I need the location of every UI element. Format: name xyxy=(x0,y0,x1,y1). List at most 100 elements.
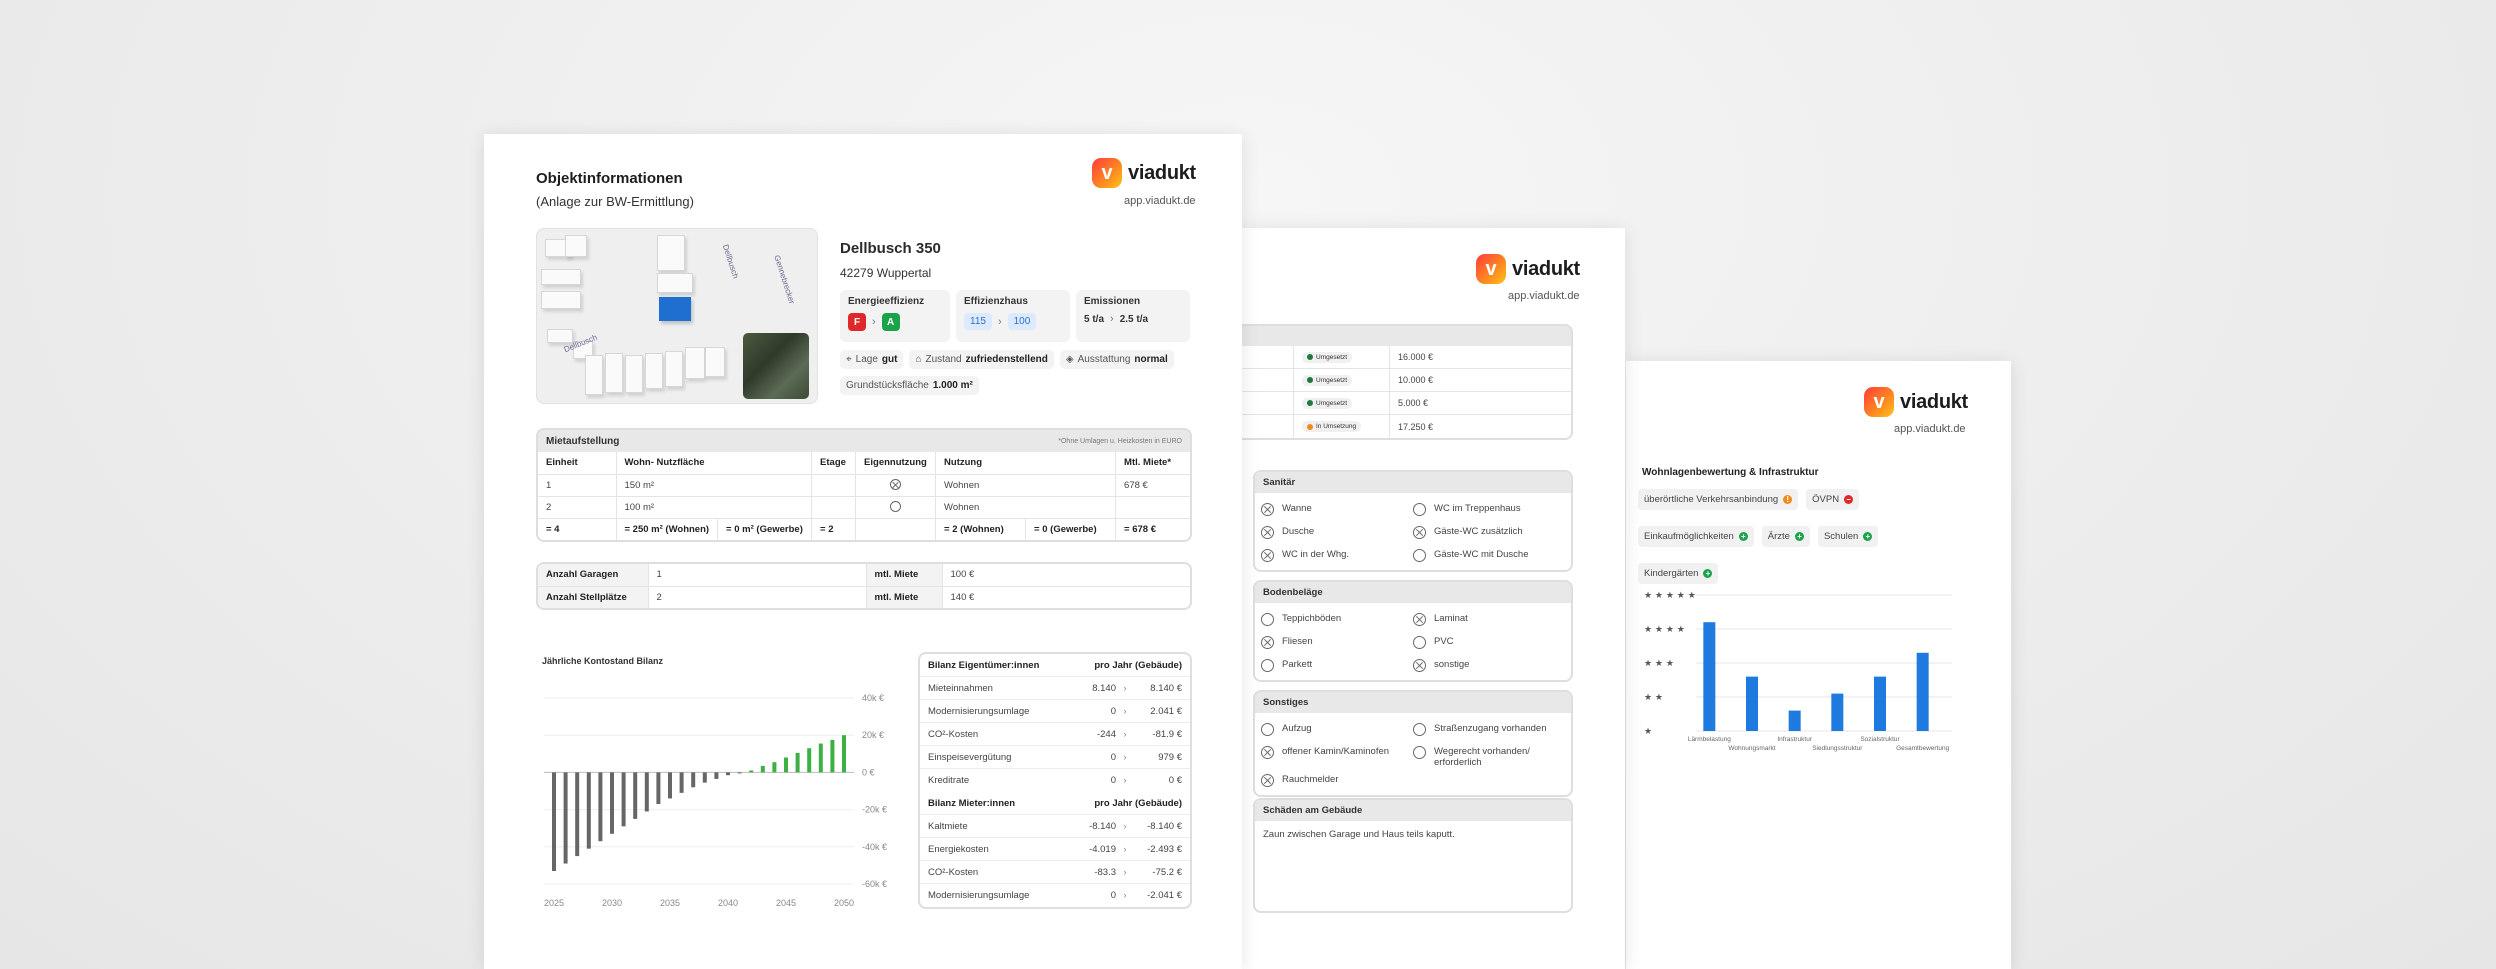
bilanz-value-before: 0 xyxy=(1110,775,1116,786)
energy-class-from: F xyxy=(848,313,866,331)
emission-to: 2.5 t/a xyxy=(1119,313,1149,325)
bar-2025 xyxy=(552,772,556,871)
chevron-right-icon: › xyxy=(1123,682,1127,694)
bilanz-value-after: -2.493 € xyxy=(1147,843,1182,855)
layers-icon: ◈ xyxy=(1065,354,1074,365)
checkbox-option[interactable]: Teppichböden xyxy=(1261,607,1413,630)
x-tick-label: 2045 xyxy=(776,898,796,908)
logo-url: app.viadukt.de xyxy=(1124,195,1196,207)
bar-2029 xyxy=(598,772,603,842)
y-tick-label: 0 € xyxy=(862,767,875,777)
chevron-right-icon: › xyxy=(1123,843,1127,855)
effizienzhaus-to: 100 xyxy=(1007,313,1037,330)
option-label: Aufzug xyxy=(1282,723,1312,734)
bar-2026 xyxy=(563,772,568,864)
checkbox-option[interactable]: Gäste-WC mit Dusche xyxy=(1413,543,1565,566)
logo-url: app.viadukt.de xyxy=(1894,423,1966,435)
star-rating-label: ★ ★ ★ ★ xyxy=(1644,625,1685,635)
unchecked-circle-icon xyxy=(1413,723,1426,736)
option-label: Parkett xyxy=(1282,659,1313,670)
option-label: Wegerecht vorhanden/ erforderlich xyxy=(1434,746,1530,768)
y-tick-label: -40k € xyxy=(862,842,887,852)
unchecked-circle-icon xyxy=(1413,503,1426,516)
chevron-right-icon: › xyxy=(997,315,1002,328)
option-label: Straßenzugang vorhanden xyxy=(1434,723,1547,734)
unchecked-circle-icon xyxy=(1261,723,1274,736)
star-rating-label: ★ ★ ★ xyxy=(1644,659,1674,669)
checkbox-option[interactable]: Laminat xyxy=(1413,607,1565,630)
table-row: 2 100 m² Wohnen xyxy=(538,496,1190,519)
bar-2047 xyxy=(807,748,812,773)
x-tick-label: 2050 xyxy=(834,898,854,908)
y-tick-label: -20k € xyxy=(862,805,887,815)
bilanz-item-name: CO²-Kosten xyxy=(928,728,979,740)
checkbox-option[interactable]: WC im Treppenhaus xyxy=(1413,497,1565,520)
status-badge: Umgesetzt xyxy=(1302,374,1353,386)
option-label: Gäste-WC zusätzlich xyxy=(1434,526,1523,537)
category-label: Siedlungsstruktur xyxy=(1812,745,1863,752)
bilanz-row: Modernisierungsumlage 0 › -2.041 € xyxy=(920,884,1190,907)
checkbox-option[interactable]: Rauchmelder xyxy=(1261,768,1413,791)
checkbox-option[interactable]: Parkett xyxy=(1261,653,1413,676)
checkbox-option[interactable]: offener Kamin/Kaminofen xyxy=(1261,740,1413,768)
effizienzhaus-from: 115 xyxy=(964,313,992,330)
bar-Lärmbelastung xyxy=(1703,622,1716,731)
bilanz-value-before: 0 xyxy=(1110,751,1116,763)
checkbox-option[interactable]: WC in der Whg. xyxy=(1261,543,1413,566)
status-badge: Umgesetzt xyxy=(1302,351,1353,363)
bilanz-value-after: -75.2 € xyxy=(1152,866,1182,878)
document-page-2: v viadukt app.viadukt.de Umgesetzt 16.000… xyxy=(1242,228,1625,969)
aerial-photo-thumbnail[interactable] xyxy=(743,333,809,399)
bilanz-value-before: 0 xyxy=(1110,705,1116,717)
checkbox-option[interactable]: PVC xyxy=(1413,630,1565,653)
viadukt-logo-mark: v xyxy=(1092,158,1122,188)
checked-circle-icon xyxy=(1261,774,1274,787)
bilanz-panel: Bilanz Eigentümer:innen pro Jahr (Gebäude… xyxy=(918,652,1192,909)
option-label: Laminat xyxy=(1434,613,1468,624)
plus-icon: + xyxy=(1794,532,1804,541)
bar-2045 xyxy=(784,757,788,773)
kpi-label: Energieeffizienz xyxy=(848,296,925,307)
checked-circle-icon xyxy=(890,479,902,491)
plus-icon: + xyxy=(1703,569,1713,578)
checked-circle-icon xyxy=(1261,746,1274,759)
checkbox-option[interactable]: Dusche xyxy=(1261,520,1413,543)
checkbox-option[interactable]: Wanne xyxy=(1261,497,1413,520)
checked-circle-icon xyxy=(1261,503,1274,516)
bodenbelaege-section: Bodenbeläge Teppichböden Laminat Fliesen PV… xyxy=(1253,580,1573,682)
property-chips: ⌖ Lage gut ⌂ Zustand zufriedenstellend ◈ Auss… xyxy=(840,350,1174,369)
mietaufstellung-table: Mietaufstellung *Ohne Umlagen u. Heizkos… xyxy=(536,428,1192,542)
bilanz-owner-header: Bilanz Eigentümer:innen pro Jahr (Gebäude… xyxy=(920,654,1190,677)
bar-2034 xyxy=(656,772,661,805)
street-label: Gennebrecker xyxy=(772,253,797,306)
page-title: Objektinformationen xyxy=(536,170,683,187)
option-label: sonstige xyxy=(1434,659,1470,670)
unchecked-circle-icon xyxy=(1261,613,1274,626)
checkbox-option[interactable]: Straßenzugang vorhanden xyxy=(1413,717,1565,740)
section-title: Sonstiges xyxy=(1255,692,1571,713)
column-header: Wohn- Nutzfläche xyxy=(616,452,813,475)
bilanz-value-after: -8.140 € xyxy=(1147,820,1182,832)
tag-kindergaerten: Kindergärten + xyxy=(1638,563,1719,584)
property-map[interactable]: Dellbusch Gennebrecker Dellbusch xyxy=(536,228,818,404)
bar-2049 xyxy=(830,739,835,773)
bilanz-row: Energiekosten -4.019 › -2.493 € xyxy=(920,838,1190,861)
viadukt-logo: v viadukt xyxy=(1092,158,1196,188)
checkbox-option[interactable]: Fliesen xyxy=(1261,630,1413,653)
chevron-right-icon: › xyxy=(1123,728,1127,740)
checkbox-option[interactable]: Gäste-WC zusätzlich xyxy=(1413,520,1565,543)
schaeden-section: Schäden am Gebäude Zaun zwischen Garage … xyxy=(1253,798,1573,913)
bilanz-row: CO²-Kosten -83.3 › -75.2 € xyxy=(920,861,1190,884)
document-page-3: v viadukt app.viadukt.de Wohnlagenbewert… xyxy=(1626,361,2011,969)
table-sum-row: = 4 = 250 m² (Wohnen) = 0 m² (Gewerbe) =… xyxy=(538,518,1190,540)
category-label: Sozialstruktur xyxy=(1860,736,1900,743)
checkbox-option[interactable]: Aufzug xyxy=(1261,717,1413,740)
document-page-1: Objektinformationen (Anlage zur BW-Ermit… xyxy=(484,134,1242,969)
measures-table-header xyxy=(1242,326,1571,346)
checkbox-option[interactable]: Wegerecht vorhanden/ erforderlich xyxy=(1413,740,1565,768)
checkbox-option[interactable]: sonstige xyxy=(1413,653,1565,676)
unchecked-circle-icon xyxy=(1413,746,1426,759)
table-note: *Ohne Umlagen u. Heizkosten in EURO xyxy=(1058,437,1182,445)
bilanz-row: CO²-Kosten -244 › -81.9 € xyxy=(920,723,1190,746)
bilanz-row: Modernisierungsumlage 0 › 2.041 € xyxy=(920,700,1190,723)
